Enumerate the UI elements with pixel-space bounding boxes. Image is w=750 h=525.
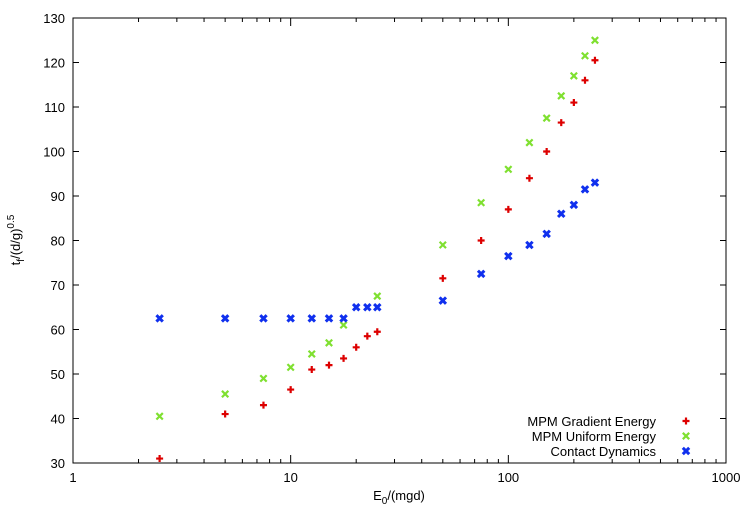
y-tick-label: 40: [51, 412, 65, 427]
data-point-series-1: [581, 51, 589, 60]
data-point-series-2: [504, 251, 513, 261]
y-tick-label: 30: [51, 456, 65, 471]
x-axis-label: E0/(mgd): [373, 488, 425, 507]
data-point-series-0: [352, 343, 360, 351]
data-point-series-1: [590, 36, 599, 45]
y-tick-label: 60: [51, 323, 65, 338]
y-tick-label: 70: [51, 278, 65, 293]
data-point-series-1: [477, 198, 486, 207]
data-point-series-0: [525, 174, 533, 182]
x-tick-label: 10: [283, 470, 297, 485]
x-tick-label: 100: [497, 470, 519, 485]
data-point-series-0: [477, 237, 485, 244]
y-tick-label: 120: [43, 56, 65, 71]
data-point-series-0: [504, 205, 512, 213]
data-point-series-0: [287, 386, 295, 394]
data-point-series-2: [556, 209, 566, 219]
data-point-series-2: [438, 296, 448, 305]
data-point-series-1: [557, 91, 566, 100]
data-point-series-1: [259, 374, 268, 383]
data-point-series-1: [339, 321, 348, 330]
legend-marker-series-0: [682, 417, 690, 425]
data-point-series-2: [542, 229, 551, 239]
data-point-series-0: [439, 274, 447, 282]
data-point-series-0: [373, 328, 381, 336]
data-point-series-0: [570, 99, 578, 107]
data-point-series-0: [221, 410, 229, 418]
data-point-series-2: [363, 302, 372, 312]
data-point-series-1: [525, 138, 534, 147]
data-point-series-0: [591, 56, 599, 64]
data-point-series-0: [156, 455, 164, 463]
data-point-series-0: [543, 148, 551, 155]
data-point-series-2: [259, 314, 268, 323]
y-tick-label: 110: [44, 100, 65, 115]
data-point-series-1: [307, 349, 316, 358]
data-point-series-1: [569, 71, 578, 80]
x-tick-label: 1: [69, 470, 76, 485]
data-point-series-1: [155, 412, 164, 421]
data-point-series-0: [259, 401, 267, 409]
data-point-series-2: [339, 314, 348, 323]
data-point-series-2: [220, 314, 230, 323]
data-point-series-2: [286, 314, 295, 323]
axis-ticks: [72, 17, 727, 464]
y-tick-label: 130: [43, 11, 65, 26]
y-axis-label: tf/(d/g)0.5: [6, 214, 27, 265]
data-point-series-1: [325, 338, 333, 347]
data-point-series-1: [221, 390, 230, 399]
x-tick-label: 1000: [712, 470, 741, 485]
data-point-series-1: [373, 292, 382, 301]
legend-label-contact-dynamics: Contact Dynamics: [551, 444, 657, 459]
data-point-series-2: [525, 240, 534, 250]
data-point-series-2: [580, 185, 590, 194]
data-point-series-0: [308, 366, 316, 374]
data-point-series-1: [286, 363, 295, 372]
legend-label-mpm-uniform-energy: MPM Uniform Energy: [532, 429, 657, 444]
y-tick-label: 50: [51, 367, 65, 382]
data-point-series-2: [307, 314, 317, 323]
legend: MPM Gradient Energy MPM Uniform Energy C…: [527, 414, 691, 459]
y-tick-label: 100: [43, 145, 65, 160]
data-point-series-0: [363, 332, 371, 340]
data-point-series-2: [590, 178, 600, 187]
plot-frame: [72, 17, 727, 464]
data-point-series-1: [542, 114, 551, 123]
data-point-series-2: [476, 269, 486, 279]
legend-marker-series-2: [681, 446, 691, 456]
legend-markers: [681, 417, 691, 456]
data-point-series-1: [438, 240, 447, 249]
data-point-series-2: [324, 314, 334, 323]
data-point-series-0: [325, 361, 333, 369]
legend-label-mpm-gradient-energy: MPM Gradient Energy: [527, 414, 656, 429]
data-point-series-2: [351, 302, 361, 312]
data-points: [155, 36, 600, 463]
legend-marker-series-1: [682, 432, 690, 440]
data-point-series-2: [569, 200, 579, 210]
data-point-series-0: [557, 119, 565, 127]
y-tick-label: 80: [51, 234, 65, 249]
data-point-series-0: [581, 76, 589, 84]
data-point-series-1: [504, 165, 513, 174]
data-point-series-2: [155, 314, 164, 323]
data-point-series-0: [340, 354, 348, 362]
data-point-series-2: [373, 302, 382, 312]
y-tick-label: 90: [51, 189, 65, 204]
